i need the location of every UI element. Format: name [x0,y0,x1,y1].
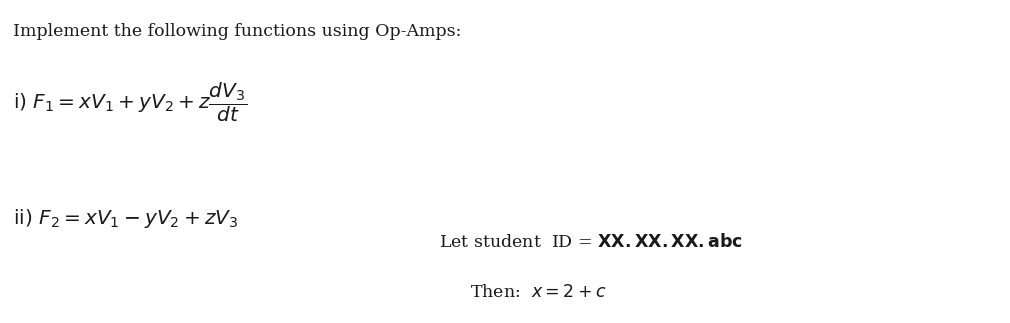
Text: i) $F_1 = xV_1 + yV_2 + z\dfrac{dV_3}{dt}$: i) $F_1 = xV_1 + yV_2 + z\dfrac{dV_3}{dt… [13,81,247,124]
Text: ii) $F_2 = xV_1 - yV_2 + zV_3$: ii) $F_2 = xV_1 - yV_2 + zV_3$ [13,207,238,230]
Text: Then:  $x = 2 + c$: Then: $x = 2 + c$ [470,284,606,301]
Text: Let student  ID = $\mathbf{XX.XX.XX.abc}$: Let student ID = $\mathbf{XX.XX.XX.abc}$ [439,233,743,251]
Text: Implement the following functions using Op-Amps:: Implement the following functions using … [13,23,462,40]
